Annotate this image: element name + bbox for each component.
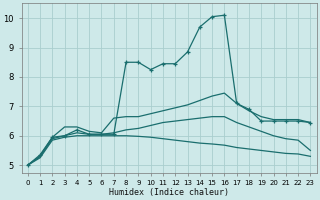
X-axis label: Humidex (Indice chaleur): Humidex (Indice chaleur) [109,188,229,197]
